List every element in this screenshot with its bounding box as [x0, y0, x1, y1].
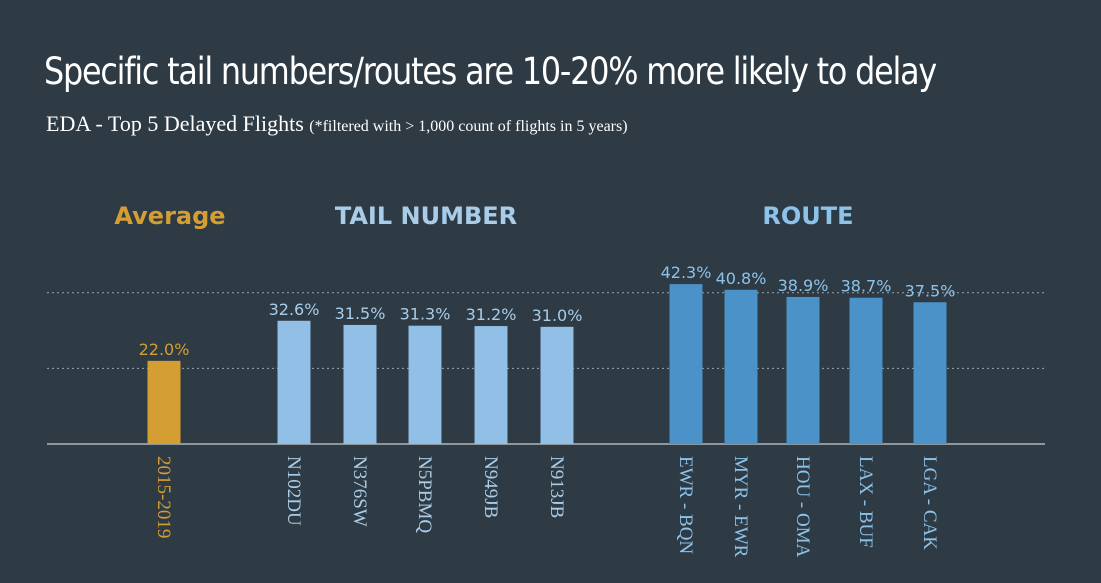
- value-label: 31.5%: [335, 304, 386, 323]
- category-label: N102DU: [283, 456, 304, 526]
- group-label-route: ROUTE: [762, 202, 853, 230]
- bar-route: [786, 296, 820, 444]
- value-label: 37.5%: [905, 281, 956, 300]
- category-label: N949JB: [480, 456, 501, 518]
- group-label-average: Average: [114, 202, 225, 230]
- page-subtitle: EDA - Top 5 Delayed Flights (*filtered w…: [46, 111, 628, 137]
- category-label: LAX - BUF: [855, 456, 876, 548]
- group-label-tail: TAIL NUMBER: [335, 202, 517, 230]
- category-label: N5PBMQ: [414, 456, 435, 533]
- value-label: 40.8%: [716, 269, 767, 288]
- value-label: 22.0%: [139, 340, 190, 359]
- value-label: 31.3%: [400, 305, 451, 324]
- category-label: EWR - BQN: [675, 456, 696, 554]
- bar-route: [669, 284, 703, 444]
- category-label: N913JB: [546, 456, 567, 518]
- subtitle-text: EDA - Top 5 Delayed Flights: [46, 111, 304, 136]
- value-label: 31.2%: [466, 305, 517, 324]
- value-label: 32.6%: [269, 300, 320, 319]
- page-title: Specific tail numbers/routes are 10-20% …: [44, 50, 937, 93]
- category-label: 2015-2019: [153, 456, 174, 538]
- bar-tail: [474, 326, 508, 444]
- bar-route: [849, 297, 883, 444]
- bar-tail: [408, 325, 442, 444]
- bar-route: [724, 289, 758, 444]
- category-label: HOU - OMA: [792, 456, 813, 558]
- value-label: 38.9%: [778, 276, 829, 295]
- bar-average: [147, 360, 181, 444]
- category-label: MYR - EWR: [730, 456, 751, 558]
- subtitle-note: (*filtered with > 1,000 count of flights…: [309, 118, 628, 135]
- bar-route: [913, 302, 947, 444]
- bar-tail: [343, 324, 377, 444]
- value-label: 42.3%: [661, 263, 712, 282]
- value-label: 31.0%: [532, 306, 583, 325]
- category-label: LGA - CAK: [919, 456, 940, 550]
- bar-tail: [277, 320, 311, 444]
- value-label: 38.7%: [841, 277, 892, 296]
- category-label: N376SW: [349, 456, 370, 527]
- bar-tail: [540, 326, 574, 444]
